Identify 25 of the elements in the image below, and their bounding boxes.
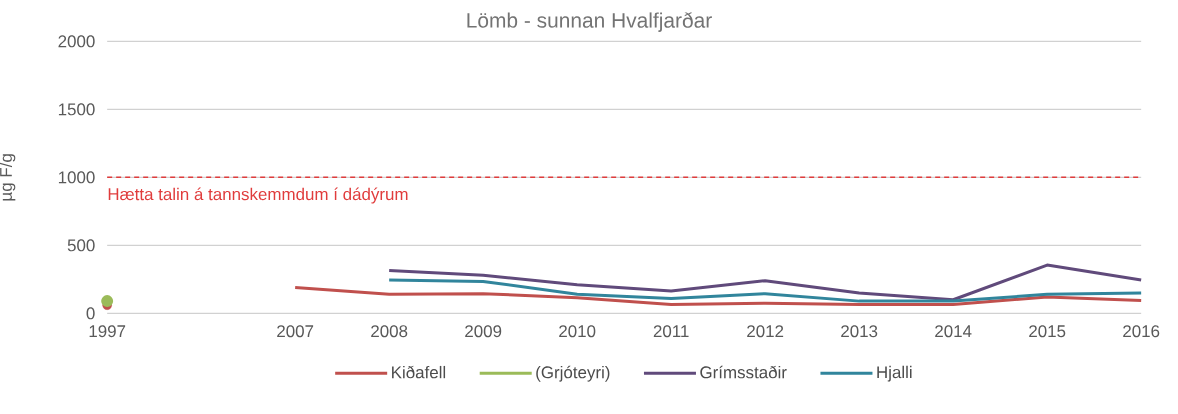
legend-label: Hjalli <box>877 365 912 382</box>
x-tick-label: 2015 <box>1029 325 1066 338</box>
y-tick-label: 2000 <box>58 35 95 48</box>
x-tick-label: 2013 <box>841 325 878 338</box>
x-tick-label: 2016 <box>1123 325 1160 338</box>
line-series <box>387 263 1143 302</box>
y-tick-label: 1000 <box>58 171 95 184</box>
x-tick-label: 1997 <box>89 325 126 338</box>
legend-label: Grímsstaðir <box>700 365 787 379</box>
x-tick-label: 2011 <box>653 325 689 338</box>
y-tick-label: 0 <box>86 307 95 320</box>
x-tick-label: 2007 <box>277 325 314 338</box>
line-series <box>387 278 1143 303</box>
chart-title: Lömb - sunnan Hvalfjarðar <box>467 12 712 32</box>
legend-label: Kiðafell <box>392 365 446 379</box>
x-tick-label: 2012 <box>747 325 784 338</box>
x-tick-label: 2009 <box>465 325 502 338</box>
y-tick-label: 500 <box>67 239 95 252</box>
x-tick-label: 2010 <box>559 325 596 338</box>
legend-label: (Grjóteyri) <box>536 365 610 382</box>
y-axis-title: µg F/g <box>0 154 16 201</box>
y-tick-label: 1500 <box>58 103 95 116</box>
ref-line-label: Hætta talin á tannskemmdum í dádýrum <box>108 187 408 204</box>
x-tick-label: 2008 <box>371 325 408 338</box>
x-tick-label: 2014 <box>935 325 972 338</box>
